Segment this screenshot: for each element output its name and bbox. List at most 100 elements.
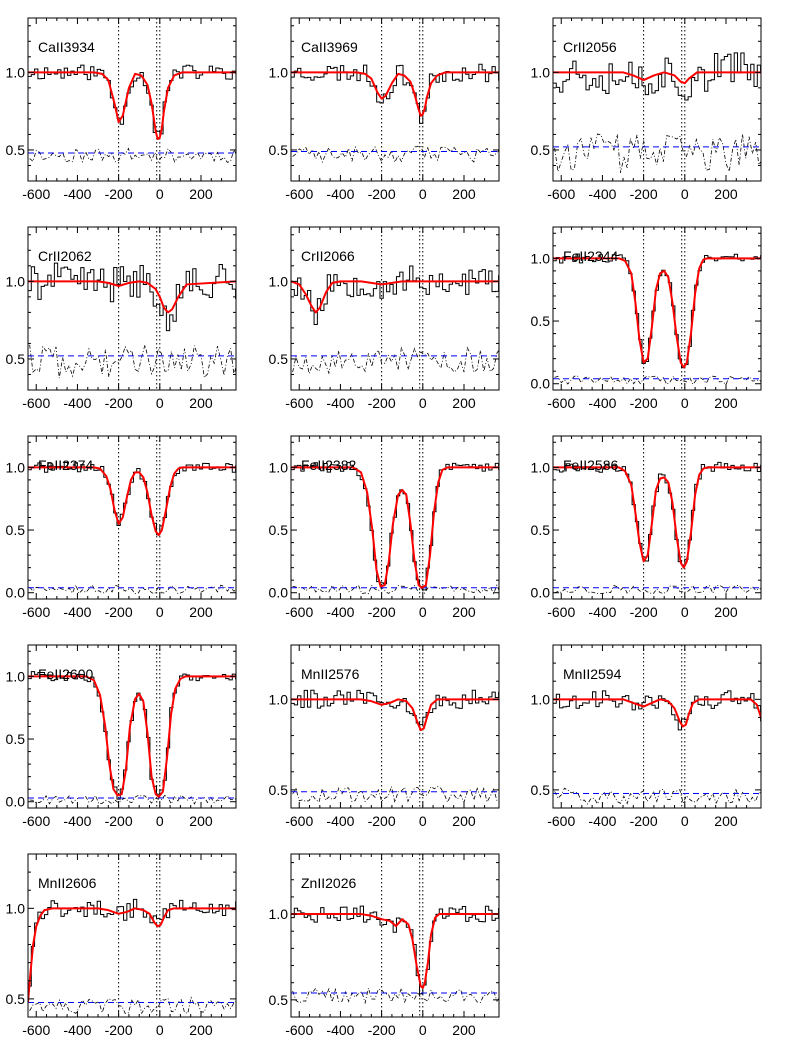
y-tick-label: 0.5 <box>6 991 26 1007</box>
x-tick-label: -200 <box>630 813 658 829</box>
plot-frame <box>27 17 237 182</box>
panel-title: MnII2576 <box>301 666 360 682</box>
model-fit-line <box>28 466 236 537</box>
spectrum-panel-crii2066: -600 -400 -200 0 200 0.5 1.0 CrII2066 <box>269 226 500 411</box>
error-spectrum <box>29 147 236 163</box>
spectrum-panel-mnii2606: -600 -400 -200 0 200 0.5 1.0 MnII2606 <box>6 853 237 1038</box>
x-tick-label: -600 <box>285 186 313 202</box>
spectrum-panel-feii2600: -600 -400 -200 0 200 0.0 0.5 1.0 FeII2600 <box>6 644 237 829</box>
panel-title: CrII2062 <box>38 248 92 264</box>
x-tick-label: -600 <box>22 395 50 411</box>
y-tick-label: 0.0 <box>531 376 551 392</box>
x-tick-label: 0 <box>681 395 689 411</box>
x-tick-label: -400 <box>63 395 91 411</box>
x-tick-label: -600 <box>22 604 50 620</box>
x-tick-label: 0 <box>156 813 164 829</box>
y-tick-label: 0.0 <box>6 585 26 601</box>
spectrum-panel-znii2026: -600 -400 -200 0 200 0.5 1.0 ZnII2026 <box>269 853 500 1038</box>
y-tick-label: 0.5 <box>531 142 551 158</box>
spectrum-panel-crii2056: -600 -400 -200 0 200 0.5 1.0 CrII2056 <box>531 17 762 202</box>
spectrum-panel-mnii2594: -600 -400 -200 0 200 0.5 1.0 MnII2594 <box>531 644 762 829</box>
y-tick-label: 1.0 <box>269 906 289 922</box>
x-tick-label: -400 <box>326 395 354 411</box>
x-tick-label: -600 <box>22 186 50 202</box>
x-tick-label: -400 <box>588 813 616 829</box>
error-spectrum <box>292 145 499 164</box>
x-tick-label: 200 <box>452 1022 476 1038</box>
x-tick-label: -200 <box>368 1022 396 1038</box>
plot-frame <box>290 226 500 391</box>
observed-spectrum <box>291 265 499 326</box>
x-tick-label: -200 <box>368 186 396 202</box>
observed-spectrum <box>291 905 499 995</box>
y-tick-label: 1.0 <box>6 64 26 80</box>
x-tick-label: -200 <box>368 604 396 620</box>
error-spectrum <box>554 584 761 595</box>
x-tick-label: -400 <box>63 1022 91 1038</box>
y-tick-label: 0.5 <box>6 142 26 158</box>
model-fit-line <box>28 907 236 1003</box>
x-tick-label: -600 <box>547 186 575 202</box>
y-tick-label: 1.0 <box>531 64 551 80</box>
x-tick-label: 200 <box>452 813 476 829</box>
plot-frame <box>27 226 237 391</box>
y-tick-label: 0.5 <box>6 522 26 538</box>
x-tick-label: -600 <box>22 1022 50 1038</box>
spectrum-panel-feii2586: -600 -400 -200 0 200 0.0 0.5 1.0 FeII2586 <box>531 435 762 620</box>
y-tick-label: 0.5 <box>269 992 289 1008</box>
x-tick-label: -600 <box>285 813 313 829</box>
y-tick-label: 0.0 <box>531 585 551 601</box>
observed-spectrum <box>553 253 761 369</box>
x-tick-label: 0 <box>419 395 427 411</box>
y-tick-label: 0.5 <box>531 313 551 329</box>
y-tick-label: 0.5 <box>269 142 289 158</box>
x-tick-label: 0 <box>681 604 689 620</box>
x-tick-label: -600 <box>285 395 313 411</box>
panel-title: FeII2382 <box>301 457 356 473</box>
x-tick-label: -200 <box>105 1022 133 1038</box>
y-tick-label: 0.0 <box>6 794 26 810</box>
y-tick-label: 1.0 <box>269 64 289 80</box>
y-tick-label: 1.0 <box>6 900 26 916</box>
x-tick-label: -200 <box>368 395 396 411</box>
x-tick-label: -200 <box>368 813 396 829</box>
x-tick-label: 200 <box>189 813 213 829</box>
x-tick-label: -200 <box>630 604 658 620</box>
error-spectrum <box>554 375 761 386</box>
model-fit-line <box>28 675 236 798</box>
x-tick-label: -400 <box>326 1022 354 1038</box>
model-fit-line <box>553 466 761 569</box>
y-tick-label: 1.0 <box>269 459 289 475</box>
x-tick-label: 0 <box>156 395 164 411</box>
x-tick-label: -400 <box>588 186 616 202</box>
error-spectrum <box>292 346 499 375</box>
plot-frame <box>290 17 500 182</box>
spectrum-panel-crii2062: -600 -400 -200 0 200 0.5 1.0 CrII2062 <box>6 226 237 411</box>
x-tick-label: -600 <box>285 604 313 620</box>
panel-title: MnII2606 <box>38 875 97 891</box>
x-tick-label: -400 <box>588 604 616 620</box>
x-tick-label: -600 <box>22 813 50 829</box>
x-tick-label: 200 <box>714 604 738 620</box>
panel-title: CaII3969 <box>301 39 358 55</box>
x-tick-label: 0 <box>419 604 427 620</box>
error-spectrum <box>292 584 499 595</box>
spectrum-panel-mnii2576: -600 -400 -200 0 200 0.5 1.0 MnII2576 <box>269 644 500 829</box>
error-spectrum <box>29 583 236 595</box>
x-tick-label: 0 <box>681 813 689 829</box>
panel-title: FeII2344 <box>563 248 618 264</box>
y-tick-label: 0.5 <box>531 782 551 798</box>
observed-spectrum <box>291 689 499 726</box>
error-spectrum <box>292 785 499 805</box>
plot-frame <box>290 644 500 809</box>
error-spectrum <box>29 344 236 379</box>
plot-frame <box>290 853 500 1018</box>
y-tick-label: 0.5 <box>269 522 289 538</box>
x-tick-label: 0 <box>156 1022 164 1038</box>
x-tick-label: -600 <box>547 395 575 411</box>
y-tick-label: 1.0 <box>6 668 26 684</box>
error-spectrum <box>29 794 236 805</box>
x-tick-label: 200 <box>189 1022 213 1038</box>
y-tick-label: 0.5 <box>6 731 26 747</box>
